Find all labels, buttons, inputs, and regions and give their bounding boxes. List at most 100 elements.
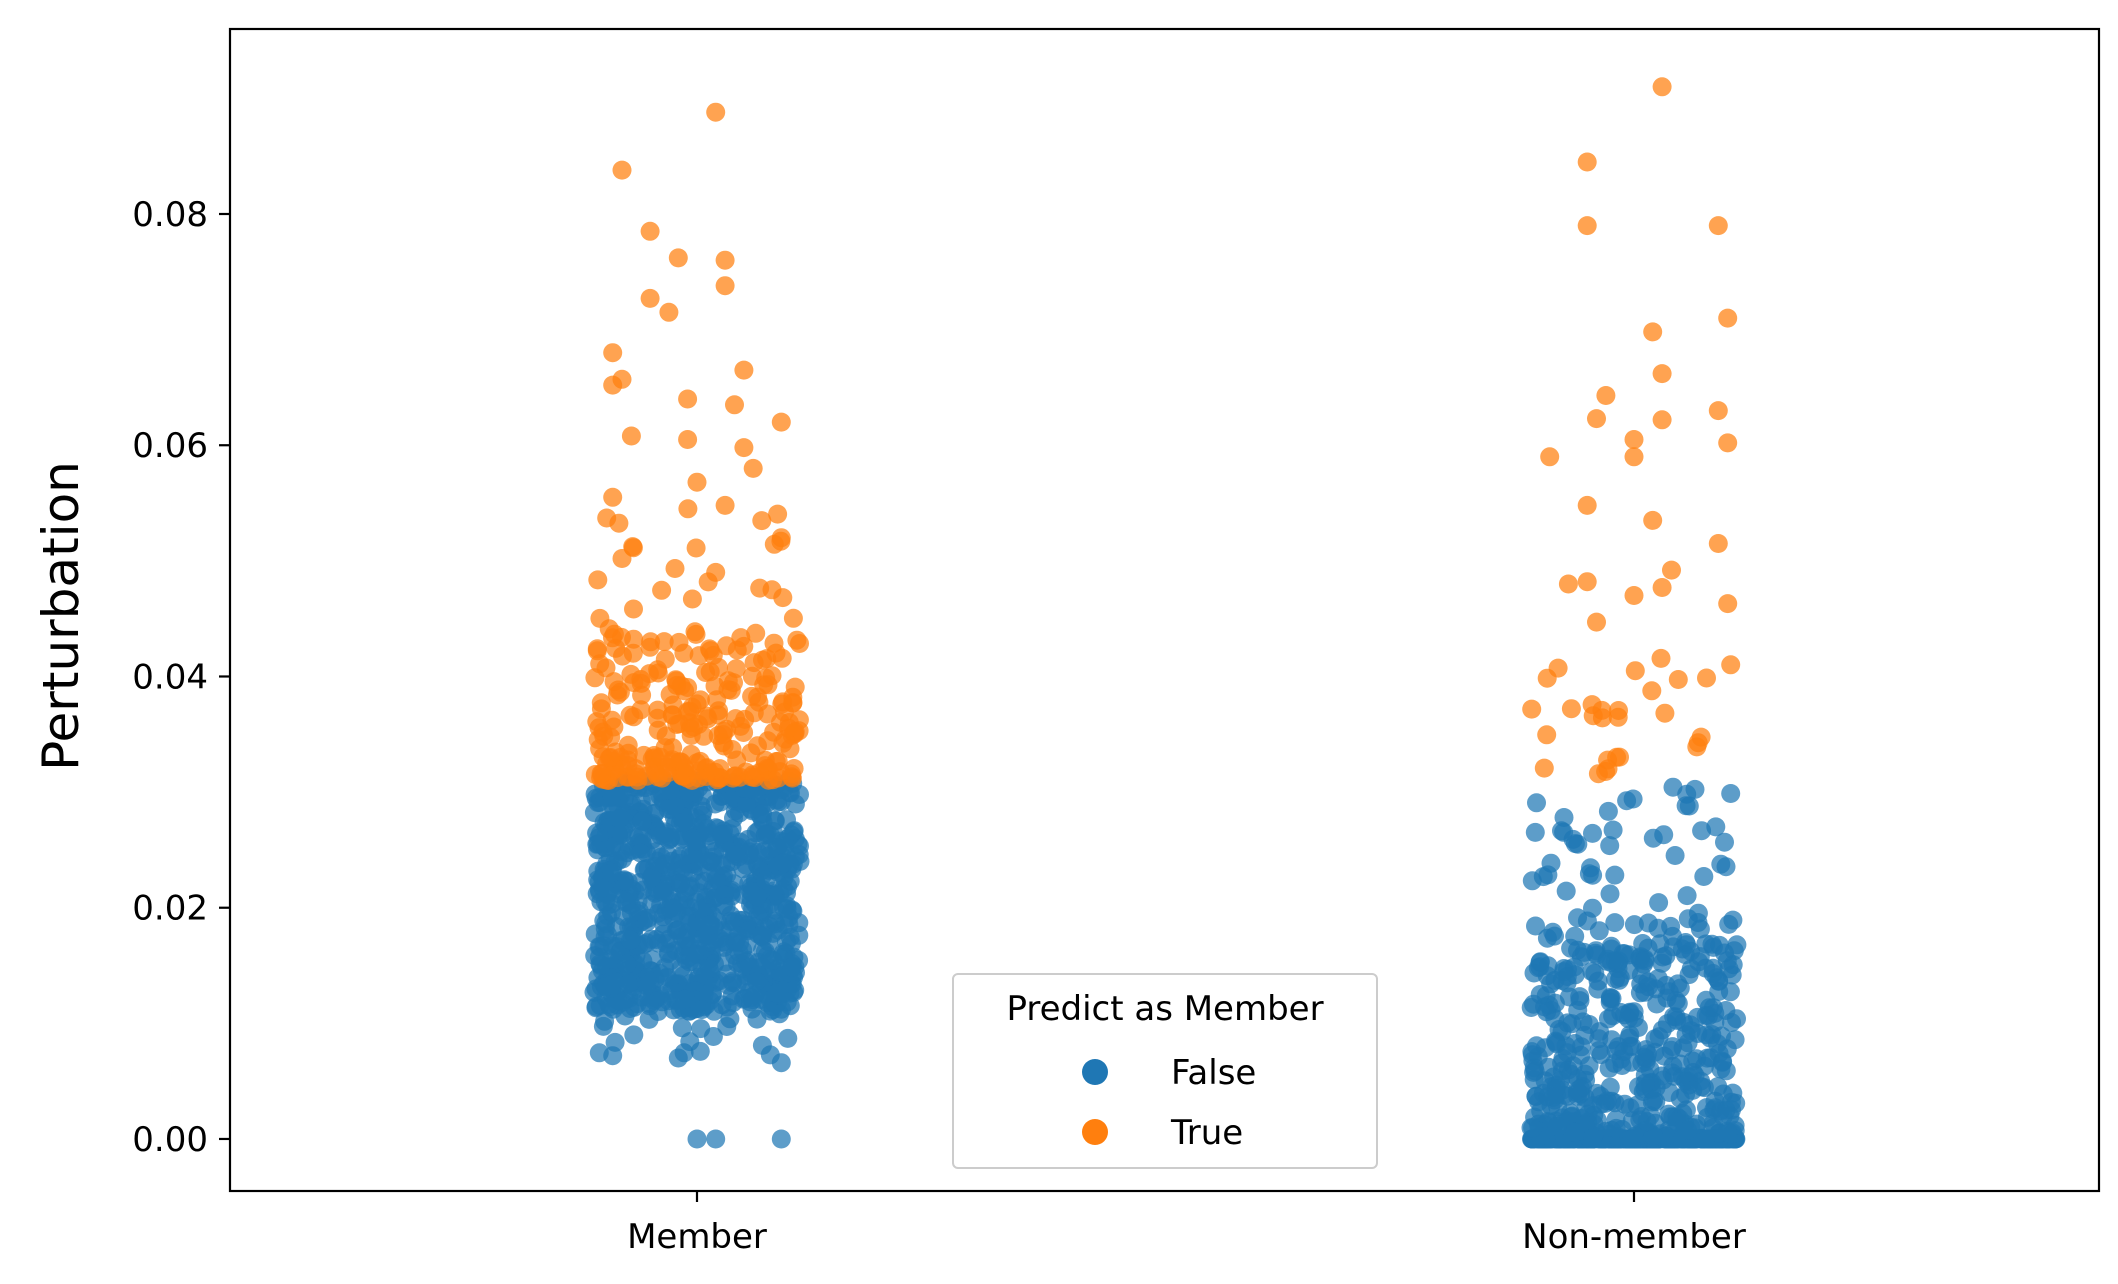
data-point-false	[1717, 951, 1737, 971]
data-point-true	[612, 160, 632, 180]
data-point-false	[595, 892, 615, 912]
data-point-false	[603, 1046, 623, 1066]
y-tick-label: 0.04	[132, 657, 208, 697]
data-point-true	[668, 248, 688, 268]
data-point-false	[1706, 817, 1726, 837]
data-point-false	[1662, 1063, 1682, 1083]
data-point-true	[665, 559, 685, 578]
data-point-true	[624, 629, 644, 649]
data-point-false	[1713, 1051, 1733, 1071]
data-point-false	[784, 821, 804, 841]
data-point-false	[782, 900, 802, 920]
data-point-false	[609, 808, 629, 828]
data-point-true	[1708, 534, 1728, 553]
data-point-true	[648, 708, 667, 728]
data-point-false	[636, 975, 656, 995]
data-point-false	[1665, 846, 1685, 865]
data-point-true	[652, 580, 672, 600]
data-point-false	[740, 881, 760, 901]
data-point-true	[734, 438, 754, 458]
data-point-false	[637, 912, 657, 932]
data-point-false	[1722, 1013, 1741, 1032]
data-point-false	[1683, 1051, 1703, 1071]
data-point-true	[663, 738, 683, 758]
data-point-false	[618, 974, 638, 994]
data-point-false	[1603, 820, 1623, 840]
data-point-false	[1554, 808, 1574, 827]
data-point-false	[1530, 985, 1550, 1004]
data-point-true	[1587, 612, 1606, 632]
data-point-true	[1624, 586, 1644, 605]
data-point-true	[784, 759, 804, 778]
data-point-false	[1668, 974, 1688, 994]
data-point-false	[1606, 1118, 1626, 1138]
data-point-true	[1688, 733, 1708, 753]
data-point-false	[1646, 1092, 1666, 1112]
data-point-false	[1715, 832, 1734, 852]
data-points	[584, 77, 1747, 1149]
data-point-true	[689, 768, 709, 788]
data-point-false	[653, 907, 673, 927]
data-point-false	[1678, 1120, 1697, 1140]
data-point-false	[621, 903, 641, 923]
legend-marker-false	[1082, 1059, 1108, 1085]
data-point-true	[1537, 725, 1557, 745]
data-point-true	[749, 692, 769, 712]
data-point-true	[700, 662, 720, 682]
data-point-false	[778, 1028, 798, 1048]
data-point-true	[1652, 578, 1672, 597]
data-point-true	[746, 623, 766, 643]
data-point-true	[1668, 670, 1688, 689]
data-point-false	[639, 1009, 659, 1029]
data-point-true	[659, 302, 679, 322]
data-point-false	[1711, 854, 1731, 874]
data-point-true	[1643, 322, 1663, 342]
data-point-false	[615, 1006, 635, 1026]
data-point-false	[712, 824, 732, 844]
data-point-true	[591, 693, 611, 713]
data-point-false	[1552, 1022, 1572, 1041]
data-point-true	[687, 753, 707, 773]
data-point-false	[1610, 968, 1630, 987]
data-point-false	[673, 966, 693, 986]
data-point-false	[1537, 928, 1557, 948]
data-point-true	[1540, 447, 1560, 467]
data-point-false	[1568, 834, 1588, 854]
data-point-false	[768, 838, 787, 858]
data-point-false	[1581, 858, 1600, 878]
data-point-true	[1651, 648, 1671, 668]
data-point-false	[632, 811, 652, 831]
data-point-true	[1561, 699, 1581, 719]
data-point-true	[1662, 560, 1681, 580]
data-point-false	[1541, 853, 1561, 873]
data-point-false	[728, 926, 748, 946]
data-point-false	[585, 946, 605, 966]
y-tick-label: 0.06	[132, 426, 208, 466]
data-point-false	[1573, 1077, 1593, 1097]
data-point-true	[678, 678, 698, 697]
data-point-false	[1627, 1095, 1647, 1115]
y-axis: 0.00 0.02 0.04 0.06 0.08	[132, 195, 230, 1160]
data-point-true	[783, 608, 803, 628]
data-point-false	[1598, 801, 1618, 821]
data-point-true	[640, 288, 660, 308]
data-point-false	[1611, 1003, 1631, 1022]
data-point-false	[670, 873, 690, 893]
data-point-true	[624, 707, 644, 727]
data-point-true	[645, 748, 665, 768]
data-point-true	[758, 731, 778, 751]
data-point-false	[753, 804, 772, 824]
data-point-false	[1661, 916, 1681, 936]
data-point-true	[686, 538, 706, 558]
data-point-false	[1635, 1073, 1655, 1093]
data-point-true	[715, 250, 735, 270]
data-point-false	[1638, 977, 1658, 997]
data-point-true	[1577, 216, 1597, 236]
data-point-true	[1718, 433, 1738, 453]
data-point-false	[1600, 836, 1620, 856]
data-point-false	[771, 792, 791, 812]
data-point-true	[783, 693, 803, 712]
data-point-false	[1570, 991, 1590, 1011]
data-point-false	[1666, 1007, 1686, 1027]
data-point-true	[1596, 386, 1616, 405]
